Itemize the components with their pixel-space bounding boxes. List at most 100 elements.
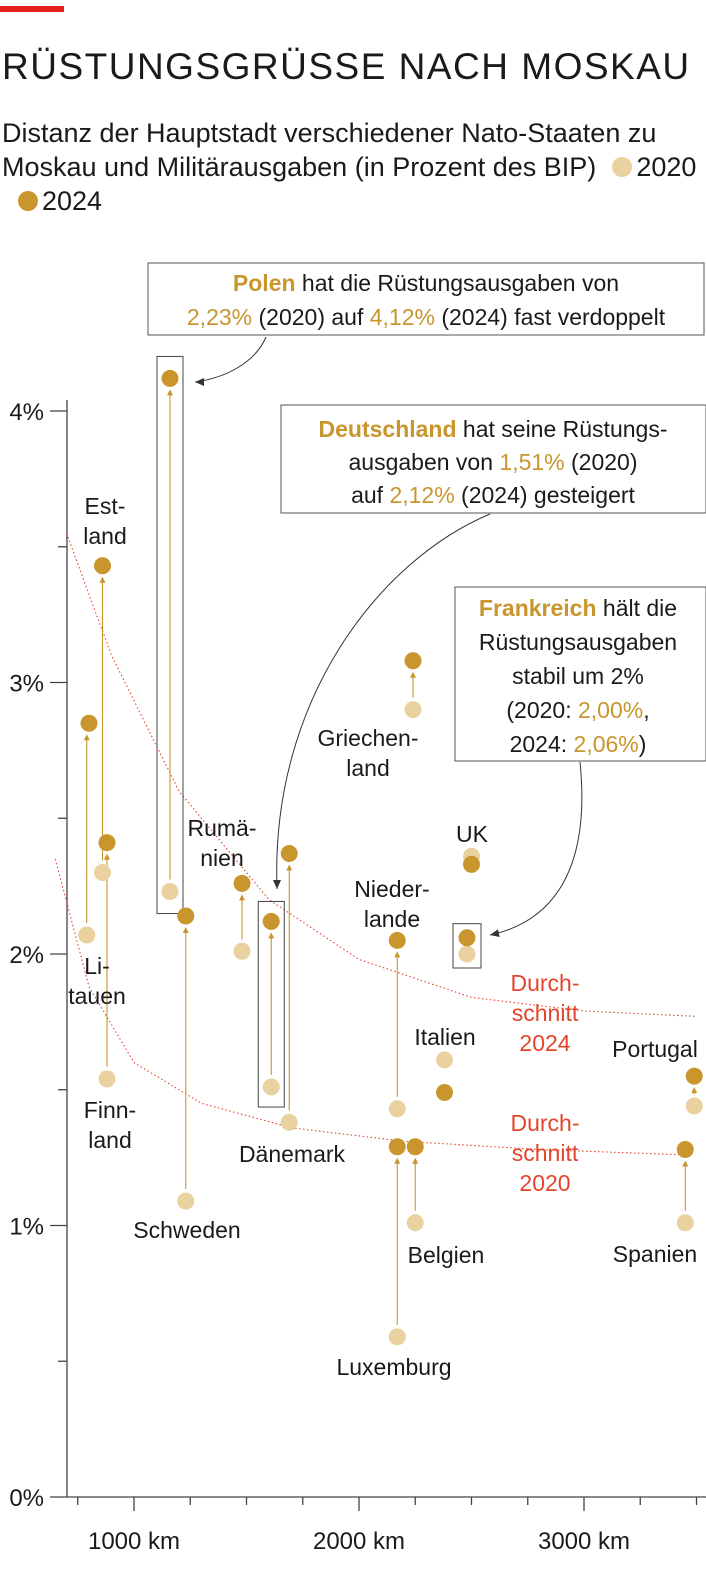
- arrowhead-estland: [99, 576, 106, 583]
- subtitle-text: Distanz der Hauptstadt verschiedener Nat…: [2, 118, 657, 182]
- y-tick-label: 4%: [9, 399, 44, 426]
- arrowhead-schweden: [182, 926, 189, 933]
- accent-bar: [0, 6, 64, 12]
- country-label-italien: Italien: [414, 1024, 475, 1050]
- point-2020-rumaenien: [233, 942, 251, 960]
- legend-dot-2024: [18, 191, 38, 211]
- arrowhead-luxemburg: [394, 1157, 401, 1164]
- country-label-griechenland: Griechen-land: [318, 725, 419, 781]
- connector-head-frankreich: [490, 929, 500, 938]
- point-2024-daenemark: [280, 845, 298, 863]
- point-2020-schweden: [177, 1192, 195, 1210]
- arrowhead-belgien: [412, 1157, 419, 1164]
- highlight-box-frankreich: [452, 923, 482, 969]
- y-tick-label: 0%: [9, 1485, 44, 1512]
- point-2024-estland: [94, 557, 111, 575]
- point-2024-portugal: [685, 1067, 703, 1085]
- point-2024-niederlande: [388, 931, 406, 949]
- average-label-2020: Durch-schnitt 2020: [510, 1110, 579, 1196]
- y-tick-label: 2%: [9, 942, 44, 969]
- country-label-uk: UK: [456, 821, 489, 847]
- point-2024-frankreich: [458, 929, 476, 947]
- arrowhead-griechenland: [410, 671, 416, 678]
- point-2024-italien: [436, 1083, 453, 1101]
- y-tick-label: 3%: [9, 671, 44, 698]
- point-2020-griechenland: [404, 701, 422, 719]
- country-label-belgien: Belgien: [408, 1242, 485, 1268]
- country-label-daenemark: Dänemark: [239, 1141, 346, 1167]
- annotation-text-polen: Polen hat die Rüstungsausgaben von 2,23% …: [187, 270, 666, 330]
- country-label-spanien: Spanien: [613, 1241, 697, 1267]
- point-2020-belgien: [406, 1214, 424, 1232]
- average-line-2024: [65, 533, 697, 1017]
- point-2024-spanien: [676, 1140, 694, 1158]
- arrowhead-rumaenien: [239, 894, 245, 901]
- x-tick-label: 2000 km: [313, 1528, 405, 1555]
- point-2020-portugal: [685, 1097, 703, 1115]
- point-2020-estland: [94, 864, 111, 882]
- chart-subtitle: Distanz der Hauptstadt verschiedener Nat…: [2, 116, 702, 218]
- legend-label-2024: 2024: [42, 186, 103, 216]
- point-2024-griechenland: [404, 652, 422, 670]
- country-label-finnland: Finn-land: [84, 1097, 136, 1153]
- country-label-schweden: Schweden: [133, 1217, 240, 1243]
- average-line-2020: [54, 858, 686, 1156]
- average-label-2024: Durch-schnitt 2024: [510, 970, 579, 1056]
- arrowhead-spanien: [682, 1160, 689, 1167]
- point-2024-deutschland: [262, 912, 280, 930]
- connector-deutschland: [276, 513, 491, 890]
- point-2020-niederlande: [388, 1100, 406, 1118]
- annotation-text-frankreich: Frankreich hält die Rüstungsausgaben stabi…: [479, 595, 677, 757]
- point-2020-luxemburg: [388, 1328, 406, 1346]
- country-label-niederlande: Nieder-lande: [354, 876, 429, 932]
- arrowhead-litauen: [83, 734, 90, 741]
- connector-polen: [194, 336, 267, 383]
- annotation-box-deutschland: [280, 404, 706, 514]
- arrowhead-portugal: [691, 1087, 698, 1094]
- connector-frankreich: [489, 761, 583, 936]
- point-2024-finnland: [98, 834, 116, 852]
- annotation-polen: Polen hat die Rüstungsausgaben von 2,23% …: [147, 262, 705, 336]
- arrowhead-finnland: [104, 853, 110, 860]
- annotation-box-polen: [147, 262, 705, 336]
- country-label-luxemburg: Luxemburg: [336, 1354, 451, 1380]
- arrowhead-deutschland: [268, 932, 275, 939]
- legend-dot-2020: [612, 157, 633, 177]
- legend-label-2020: 2020: [636, 152, 697, 182]
- point-2020-daenemark: [280, 1113, 298, 1131]
- point-2020-frankreich: [458, 945, 476, 963]
- point-2024-litauen: [80, 714, 98, 732]
- arrowhead-polen: [167, 389, 173, 396]
- arrowhead-niederlande: [394, 951, 401, 958]
- point-2020-italien: [436, 1051, 453, 1069]
- point-2020-deutschland: [262, 1078, 280, 1096]
- point-2024-uk: [463, 855, 480, 873]
- point-2020-finnland: [98, 1070, 116, 1088]
- annotation-text-deutschland: Deutschland hat seine Rüstungs-ausgaben …: [319, 416, 668, 508]
- highlight-box-polen: [156, 355, 184, 915]
- point-2024-belgien: [406, 1138, 424, 1156]
- point-2024-schweden: [177, 907, 195, 925]
- annotation-deutschland: Deutschland hat seine Rüstungs-ausgaben …: [280, 404, 706, 514]
- point-2020-polen: [161, 883, 179, 901]
- point-2020-spanien: [676, 1214, 694, 1232]
- country-label-rumaenien: Rumä-nien: [187, 815, 256, 871]
- country-label-litauen: Li-tauen: [68, 953, 126, 1009]
- x-tick-label: 3000 km: [538, 1528, 630, 1555]
- arrowhead-daenemark: [286, 864, 293, 871]
- legend: 2020 2024: [2, 152, 696, 216]
- chart-title: RÜSTUNGSGRÜSSE NACH MOSKAU: [2, 46, 691, 87]
- point-2024-polen: [161, 369, 179, 387]
- y-tick-label: 1%: [9, 1214, 44, 1241]
- connector-head-deutschland: [273, 880, 281, 889]
- annotation-frankreich: Frankreich hält die Rüstungsausgaben stabi…: [454, 586, 706, 762]
- point-2024-luxemburg: [388, 1138, 406, 1156]
- highlight-box-deutschland: [257, 900, 285, 1108]
- point-2024-rumaenien: [233, 874, 251, 892]
- country-label-portugal: Portugal: [612, 1036, 698, 1062]
- point-2020-litauen: [78, 926, 96, 944]
- annotation-box-frankreich: [454, 586, 706, 762]
- x-tick-label: 1000 km: [88, 1528, 180, 1555]
- country-label-estland: Est-land: [83, 493, 126, 549]
